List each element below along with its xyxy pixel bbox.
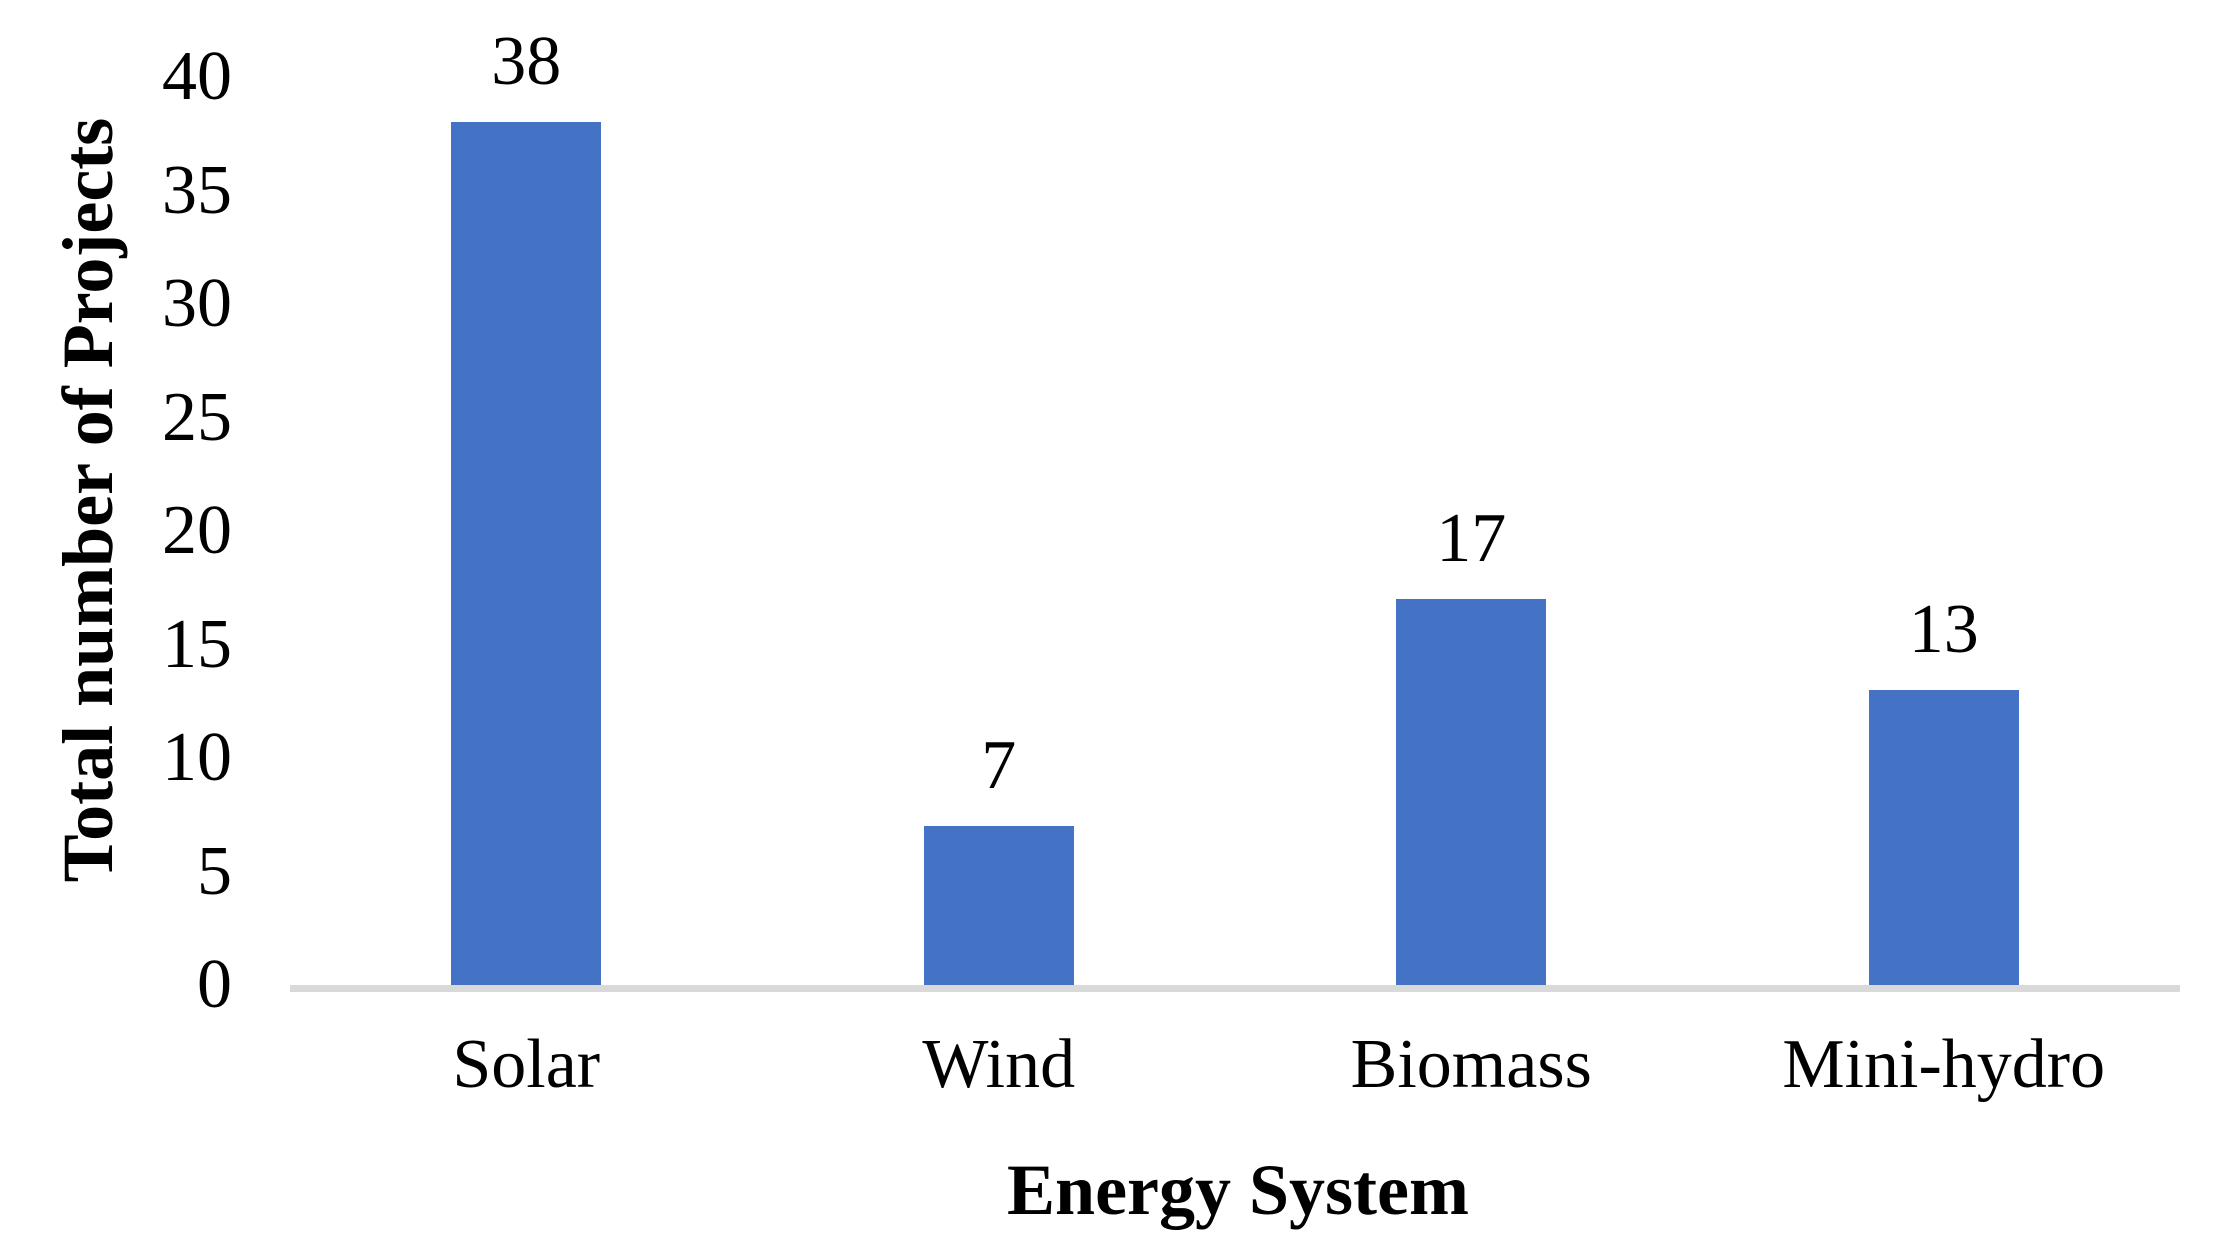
bar-mini-hydro — [1868, 689, 2019, 985]
value-label: 7 — [981, 727, 1017, 805]
bar-solar — [451, 122, 602, 985]
bar-wind — [923, 826, 1074, 985]
value-label: 38 — [491, 23, 562, 101]
y-tick-label: 15 — [162, 605, 232, 683]
x-axis-title: Energy System — [1007, 1150, 1469, 1230]
y-tick-label: 40 — [162, 38, 232, 115]
bar-biomass — [1396, 599, 1547, 985]
y-tick-label: 35 — [162, 151, 232, 229]
category-label: Biomass — [1350, 1026, 1592, 1103]
y-tick-label: 20 — [162, 492, 232, 569]
category-label: Mini-hydro — [1782, 1026, 2106, 1103]
value-label: 17 — [1436, 500, 1507, 578]
y-tick-label: 5 — [197, 832, 232, 910]
y-tick-label: 0 — [197, 946, 232, 1023]
category-label: Wind — [922, 1026, 1076, 1103]
value-label: 13 — [1908, 590, 1979, 668]
x-axis-line — [290, 985, 2180, 992]
category-label: Solar — [452, 1026, 601, 1103]
y-tick-label: 25 — [162, 378, 232, 456]
y-tick-label: 10 — [162, 719, 232, 796]
y-tick-label: 30 — [162, 265, 232, 342]
